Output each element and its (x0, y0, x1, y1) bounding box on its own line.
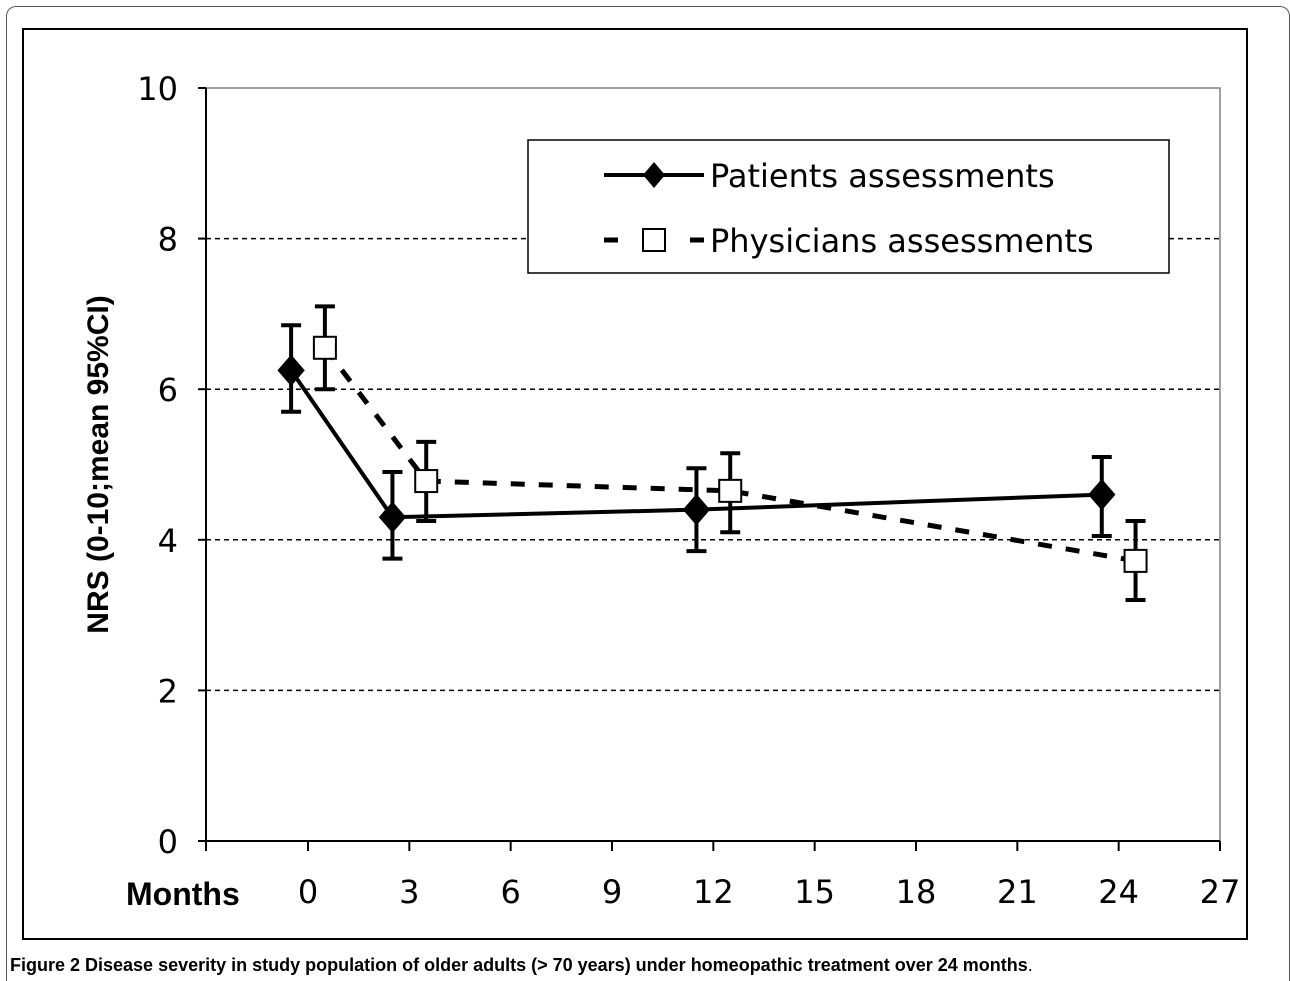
legend-box (527, 139, 1170, 274)
series-line-0 (289, 369, 1102, 520)
legend-marker-0 (643, 162, 665, 188)
point-1-0 (312, 335, 337, 360)
y-tick-label-10: 10 (137, 70, 178, 108)
point-0-1 (378, 501, 407, 533)
x-tick-label-21: 21 (997, 873, 1038, 911)
x-tick-label-24: 24 (1098, 873, 1139, 911)
legend-label-0: Patients assessments (710, 157, 1055, 195)
x-tick-label-15: 15 (794, 873, 835, 911)
legend-label-1: Physicians assessments (710, 222, 1094, 260)
caption-end: . (1027, 955, 1033, 975)
point-0-3 (1088, 478, 1116, 511)
x-tick-label-18: 18 (896, 873, 937, 911)
point-0-2 (682, 493, 711, 526)
y-tick-label-4: 4 (158, 522, 178, 560)
x-tick-label-9: 9 (602, 873, 622, 911)
x-axis-label: Months (126, 876, 240, 912)
legend-marker-1 (642, 228, 666, 252)
series-line-1 (322, 346, 1136, 564)
point-1-1 (414, 469, 439, 494)
y-tick-label-8: 8 (158, 221, 178, 259)
y-tick-label-0: 0 (158, 823, 178, 861)
point-0-0 (277, 354, 305, 387)
y-axis-label: NRS (0-10;mean 95%CI) (82, 295, 115, 633)
caption-label: Figure 2 (10, 955, 86, 975)
x-tick-label-12: 12 (693, 873, 734, 911)
figure-caption: Figure 2 Disease severity in study popul… (10, 955, 1280, 976)
caption-text: Disease severity in study population of … (85, 955, 1028, 975)
point-1-2 (718, 478, 743, 503)
x-tick-label-3: 3 (399, 873, 419, 911)
x-tick-label-6: 6 (500, 873, 520, 911)
point-1-3 (1123, 548, 1148, 573)
y-tick-label-6: 6 (158, 371, 178, 409)
x-tick-label-27: 27 (1200, 873, 1241, 911)
y-tick-label-2: 2 (158, 672, 178, 710)
x-tick-label-0: 0 (298, 873, 318, 911)
